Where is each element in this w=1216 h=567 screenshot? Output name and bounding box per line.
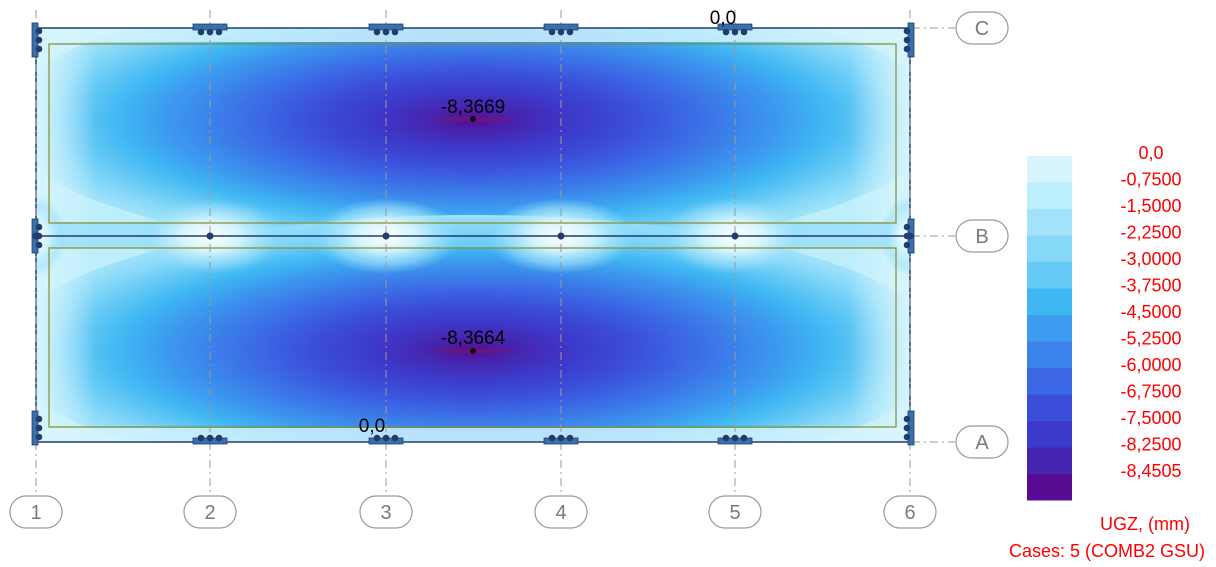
legend-value: -4,5000 [1120, 302, 1181, 322]
node-point [33, 233, 40, 240]
legend-value: -0,7500 [1120, 170, 1181, 190]
legend-value: -6,7500 [1120, 382, 1181, 402]
node-point [907, 233, 914, 240]
legend-quantity: UGZ, (mm) [1100, 514, 1190, 534]
node-point [383, 233, 390, 240]
row-axis-bubble: C [956, 12, 1008, 44]
node-point [732, 233, 739, 240]
column-axis-bubble: 1 [10, 496, 62, 528]
column-axis-label: 5 [729, 502, 740, 524]
legend-swatch [1027, 474, 1072, 501]
legend-value: -3,0000 [1120, 249, 1181, 269]
column-axis-label: 6 [904, 502, 915, 524]
max-label-bottom: -8,3664 [441, 328, 506, 349]
legend-case: Cases: 5 (COMB2 GSU) [1009, 541, 1205, 561]
legend-swatch [1027, 368, 1072, 395]
legend-value: -2,2500 [1120, 223, 1181, 243]
row-axis-label: A [975, 432, 989, 454]
zero-label-top: 0,0 [710, 8, 736, 29]
row-axis-bubble: A [956, 426, 1008, 458]
column-axis-label: 1 [30, 502, 41, 524]
legend-value: 0,0 [1138, 143, 1163, 163]
column-axis-label: 2 [204, 502, 215, 524]
contour-fill [3, 0, 943, 485]
legend-swatch [1027, 342, 1072, 369]
row-axis-label: C [975, 18, 989, 40]
legend-swatch [1027, 421, 1072, 448]
legend-swatch [1027, 183, 1072, 210]
column-axis-label: 3 [380, 502, 391, 524]
node-point [207, 233, 214, 240]
legend-value: -3,7500 [1120, 276, 1181, 296]
zero-label-bottom: 0,0 [359, 416, 385, 437]
column-axis-label: 4 [555, 502, 566, 524]
legend-swatch [1027, 156, 1072, 183]
column-axis-bubble: 6 [884, 496, 936, 528]
legend-swatch [1027, 209, 1072, 236]
legend-value: -8,2500 [1120, 435, 1181, 455]
legend-value: -6,0000 [1120, 355, 1181, 375]
column-axis-bubble: 4 [535, 496, 587, 528]
column-axis-bubble: 5 [709, 496, 761, 528]
legend-value: -5,2500 [1120, 329, 1181, 349]
max-label-top: -8,3669 [441, 97, 505, 118]
contour-legend: 0,0 -0,7500 -1,5000 -2,2500 -3,0000 -3,7500 -4… [1027, 143, 1182, 501]
legend-value: -1,5000 [1120, 196, 1181, 216]
node-point [558, 233, 565, 240]
row-axis-label: B [975, 226, 988, 248]
legend-swatch [1027, 236, 1072, 263]
legend-swatch [1027, 262, 1072, 289]
column-axis-bubble: 2 [184, 496, 236, 528]
legend-value: -8,4505 [1120, 461, 1181, 481]
legend-swatch [1027, 289, 1072, 316]
legend-swatch [1027, 395, 1072, 422]
row-axis-bubble: B [956, 220, 1008, 252]
legend-swatch [1027, 315, 1072, 342]
column-axis-bubble: 3 [360, 496, 412, 528]
legend-swatch [1027, 448, 1072, 475]
legend-value: -7,5000 [1120, 408, 1181, 428]
